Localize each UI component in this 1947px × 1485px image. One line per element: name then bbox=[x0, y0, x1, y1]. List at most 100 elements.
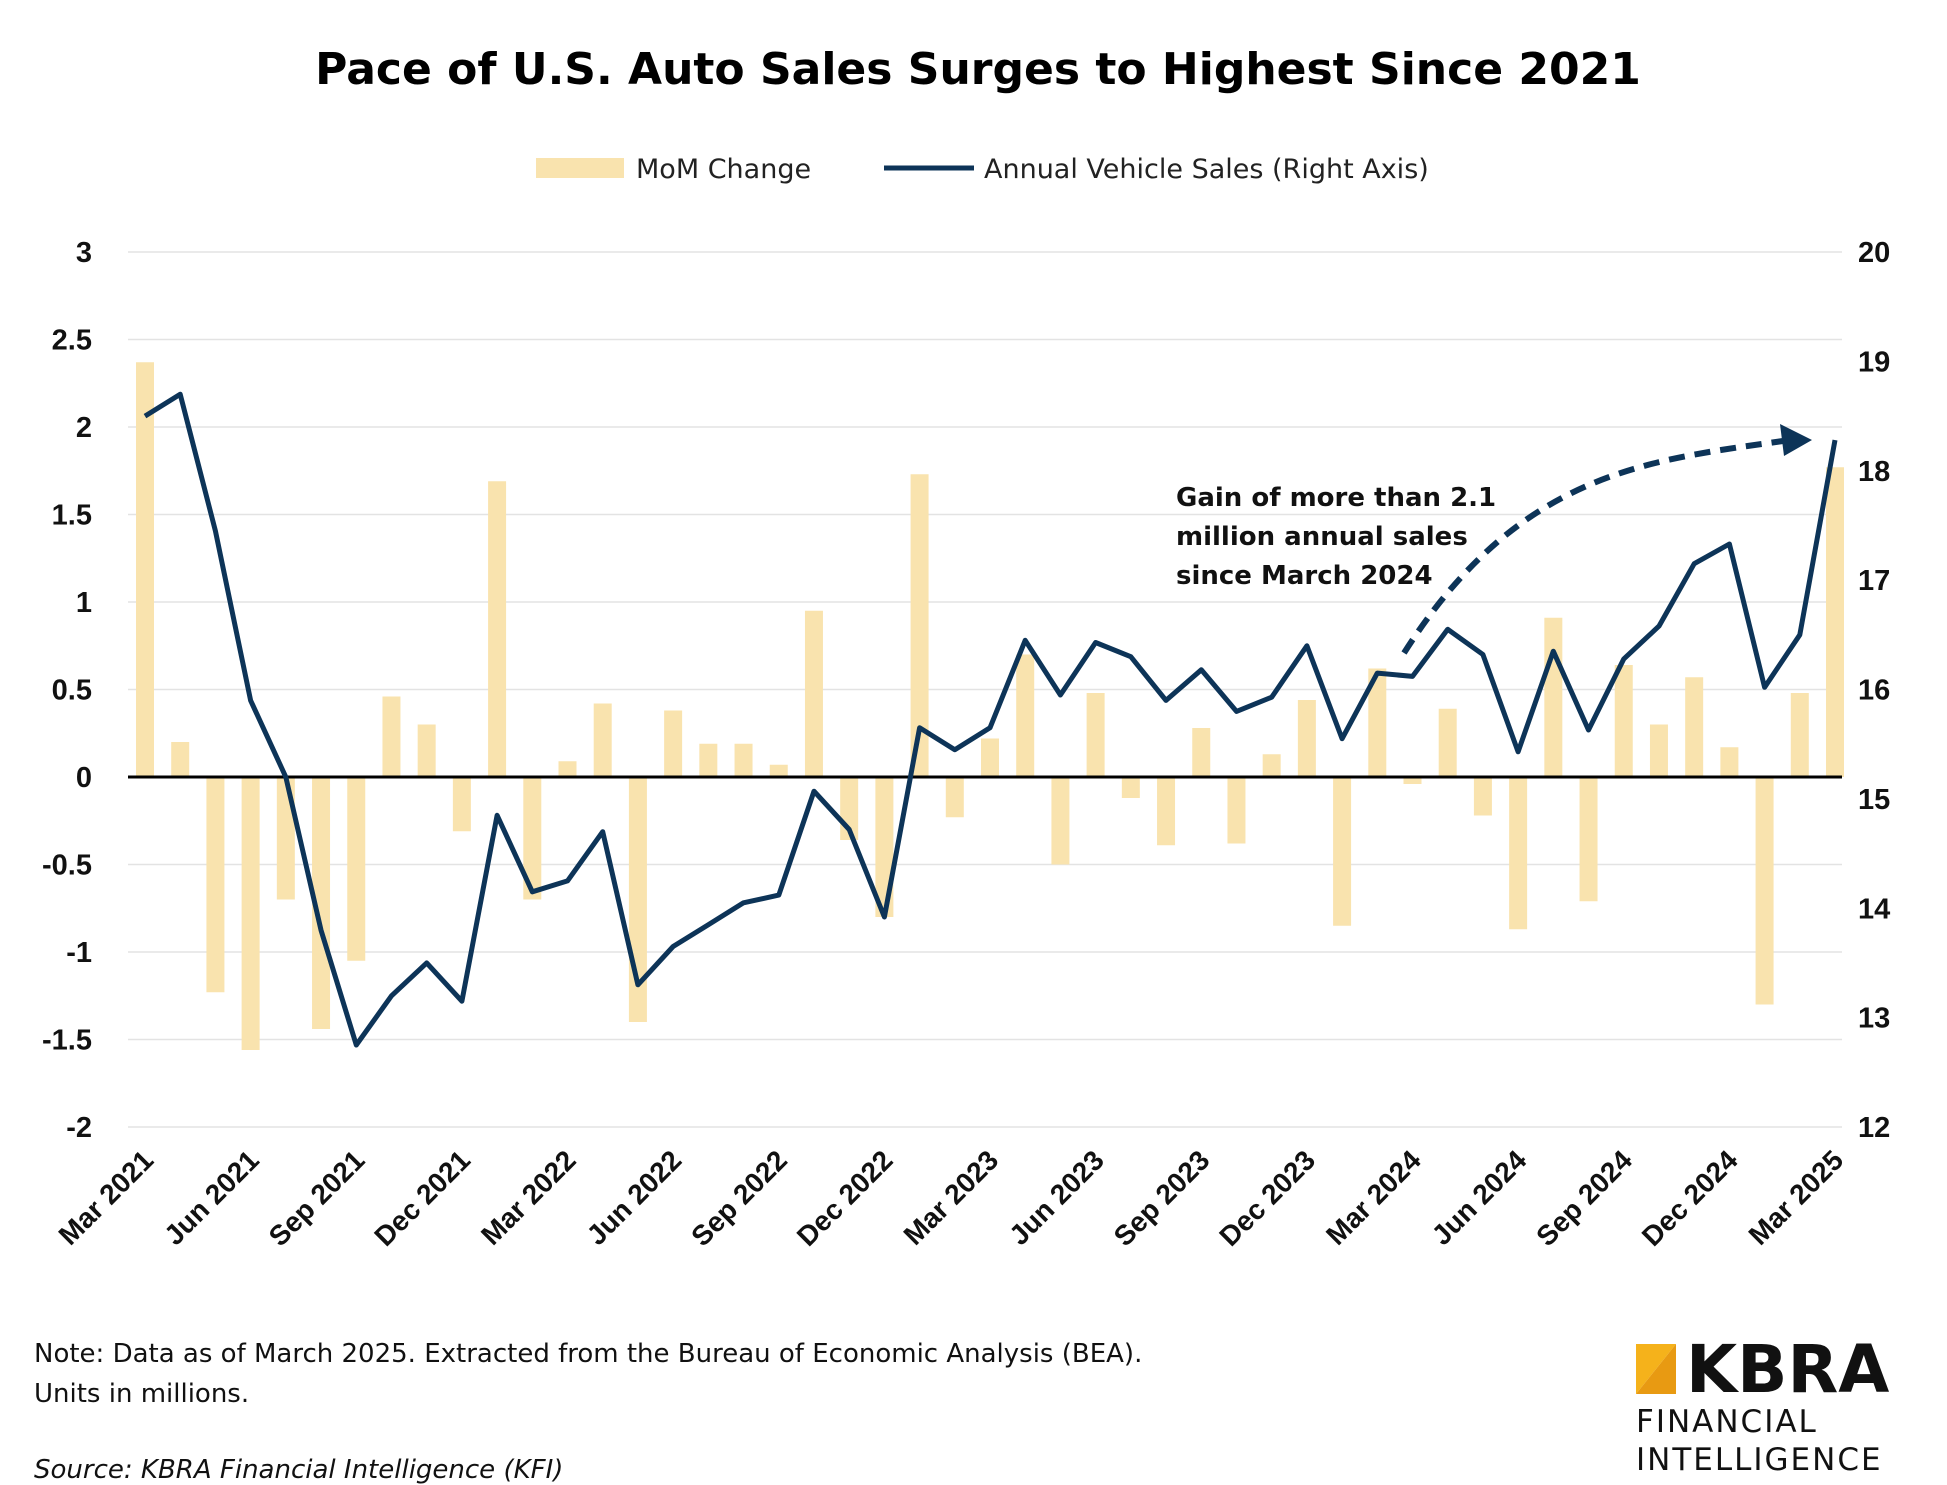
bar-mom bbox=[1720, 747, 1739, 777]
bar-mom bbox=[558, 761, 577, 777]
note-line-1: Note: Data as of March 2025. Extracted f… bbox=[34, 1339, 1142, 1369]
annotation: Gain of more than 2.1 million annual sal… bbox=[1176, 424, 1812, 655]
bar-mom bbox=[1509, 777, 1528, 930]
x-tick-label: Mar 2024 bbox=[1320, 1144, 1427, 1251]
left-tick-label: 2.5 bbox=[52, 325, 92, 357]
x-tick-label: Mar 2025 bbox=[1743, 1144, 1850, 1251]
legend: MoM Change Annual Vehicle Sales (Right A… bbox=[536, 154, 1429, 185]
bar-mom bbox=[1755, 777, 1774, 1005]
logo-line-intelligence: INTELLIGENCE bbox=[1636, 1442, 1883, 1478]
bar-mom bbox=[241, 777, 260, 1050]
x-tick-label: Mar 2022 bbox=[475, 1144, 582, 1251]
x-tick-label: Jun 2024 bbox=[1426, 1144, 1533, 1251]
bar-mom bbox=[699, 743, 718, 777]
left-tick-label: 3 bbox=[76, 237, 92, 269]
left-tick-label: 1 bbox=[76, 587, 92, 619]
x-tick-label: Dec 2022 bbox=[791, 1144, 899, 1252]
bar-mom bbox=[1227, 777, 1246, 844]
bar-mom bbox=[664, 710, 683, 777]
note-line-2: Units in millions. bbox=[34, 1379, 249, 1409]
x-tick-label: Jun 2023 bbox=[1003, 1144, 1110, 1251]
x-tick-label: Sep 2022 bbox=[685, 1144, 793, 1252]
bar-mom bbox=[1333, 777, 1352, 926]
right-tick-label: 14 bbox=[1858, 893, 1890, 925]
left-tick-label: -1 bbox=[66, 937, 92, 969]
x-tick-label: Dec 2023 bbox=[1213, 1144, 1321, 1252]
annotation-arrow bbox=[1401, 437, 1791, 655]
bar-mom bbox=[1368, 668, 1387, 777]
x-tick-label: Sep 2021 bbox=[263, 1144, 371, 1252]
left-tick-label: -0.5 bbox=[42, 850, 92, 882]
bar-mom bbox=[910, 474, 929, 777]
bar-mom bbox=[452, 777, 471, 832]
right-tick-label: 15 bbox=[1858, 784, 1890, 816]
bar-mom bbox=[981, 738, 999, 777]
bar-mom bbox=[136, 362, 154, 777]
bar-mom bbox=[1086, 693, 1105, 777]
left-tick-label: 1.5 bbox=[52, 500, 92, 532]
bar-mom bbox=[312, 777, 331, 1029]
bar-mom bbox=[417, 724, 436, 777]
bar-mom bbox=[1685, 677, 1704, 777]
bar-mom bbox=[945, 777, 964, 818]
gridlines bbox=[128, 251, 1842, 1128]
logo-mark-bottom bbox=[1636, 1344, 1676, 1394]
source-text: Source: KBRA Financial Intelligence (KFI… bbox=[34, 1455, 563, 1485]
x-tick-label: Dec 2021 bbox=[368, 1144, 476, 1252]
bar-mom bbox=[804, 610, 823, 777]
bar-mom bbox=[769, 764, 788, 777]
right-tick-label: 20 bbox=[1858, 237, 1890, 269]
right-tick-label: 16 bbox=[1858, 675, 1890, 707]
bar-mom bbox=[1016, 654, 1035, 777]
bar-mom bbox=[1826, 467, 1844, 777]
left-tick-label: 2 bbox=[76, 412, 92, 444]
bar-mom bbox=[1790, 693, 1809, 777]
bar-mom bbox=[171, 742, 190, 777]
bar-mom bbox=[1614, 665, 1633, 777]
left-tick-label: 0.5 bbox=[52, 675, 92, 707]
x-tick-label: Dec 2024 bbox=[1636, 1144, 1744, 1252]
bar-mom bbox=[382, 696, 401, 777]
bar-mom bbox=[523, 777, 542, 900]
bar-mom bbox=[1262, 754, 1281, 777]
bar-mom bbox=[1051, 777, 1070, 865]
x-tick-label: Sep 2024 bbox=[1530, 1144, 1638, 1252]
annotation-line-1: Gain of more than 2.1 bbox=[1176, 483, 1496, 513]
bar-mom bbox=[593, 703, 612, 777]
annotation-arrowhead bbox=[1780, 424, 1812, 456]
bar-mom bbox=[206, 777, 225, 993]
right-axis-ticks: 20 19 18 17 16 15 14 13 12 bbox=[1858, 237, 1890, 1144]
legend-swatch-mom bbox=[536, 158, 624, 178]
bar-mom bbox=[734, 743, 753, 777]
bar-mom bbox=[1473, 777, 1492, 816]
x-tick-label: Mar 2023 bbox=[898, 1144, 1005, 1251]
right-tick-label: 17 bbox=[1858, 565, 1890, 597]
legend-label-sales: Annual Vehicle Sales (Right Axis) bbox=[984, 154, 1429, 185]
left-tick-label: 0 bbox=[76, 762, 92, 794]
bar-mom bbox=[1403, 777, 1422, 784]
logo-wordmark: KBRA bbox=[1686, 1331, 1889, 1408]
annotation-line-3: since March 2024 bbox=[1176, 561, 1433, 591]
bar-mom bbox=[1544, 617, 1563, 777]
right-tick-label: 13 bbox=[1858, 1003, 1890, 1035]
left-axis-ticks: 3 2.5 2 1.5 1 0.5 0 -0.5 -1 -1.5 -2 bbox=[42, 237, 92, 1144]
bar-mom bbox=[1192, 728, 1211, 777]
bar-mom bbox=[1157, 777, 1176, 846]
bar-mom bbox=[347, 777, 366, 961]
right-tick-label: 18 bbox=[1858, 456, 1890, 488]
chart-title: Pace of U.S. Auto Sales Surges to Highes… bbox=[315, 44, 1641, 95]
x-tick-label: Mar 2021 bbox=[53, 1144, 160, 1251]
logo-line-financial: FINANCIAL bbox=[1636, 1404, 1818, 1440]
annual-sales-line bbox=[143, 391, 1838, 1048]
mom-bars bbox=[136, 362, 1844, 1050]
right-tick-label: 19 bbox=[1858, 346, 1890, 378]
legend-label-mom: MoM Change bbox=[636, 154, 811, 185]
x-tick-label: Jun 2022 bbox=[581, 1144, 688, 1251]
bar-mom bbox=[1438, 708, 1457, 777]
bar-mom bbox=[1649, 724, 1668, 777]
right-tick-label: 12 bbox=[1858, 1112, 1890, 1144]
bar-mom bbox=[1121, 777, 1140, 798]
left-tick-label: -1.5 bbox=[42, 1025, 92, 1057]
bar-mom bbox=[1297, 700, 1316, 777]
bar-mom bbox=[488, 481, 507, 777]
